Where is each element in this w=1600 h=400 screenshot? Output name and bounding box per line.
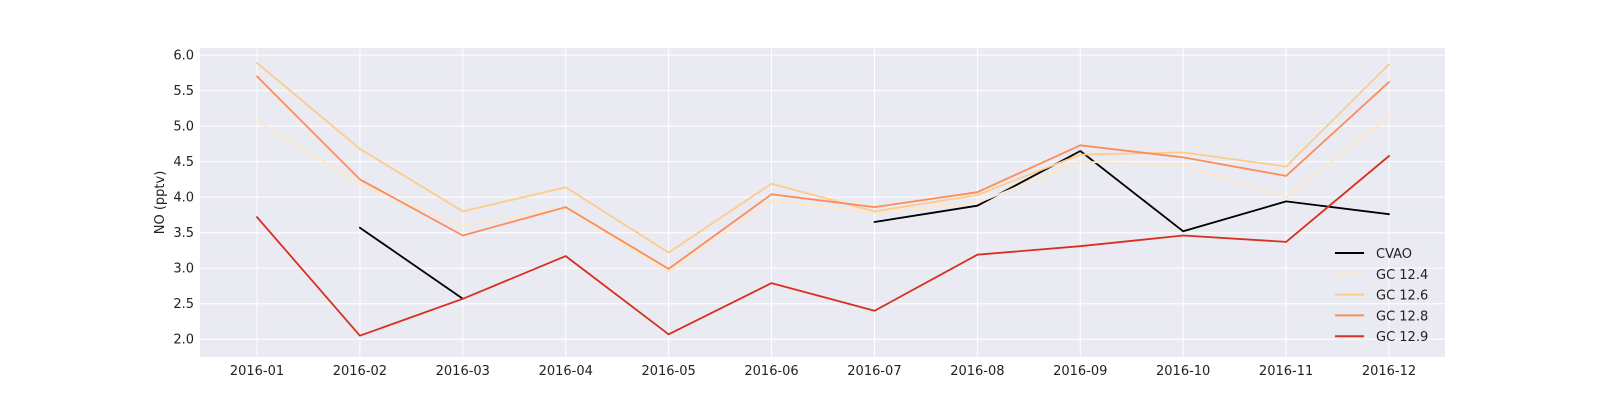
x-tick-label: 2016-07 [847, 364, 901, 379]
legend-label: CVAO [1376, 247, 1412, 262]
x-tick-label: 2016-05 [641, 364, 695, 379]
legend: CVAO GC 12.4 GC 12.6 GC 12.8 GC 12.9 [1335, 247, 1428, 345]
y-tick-label: 2.5 [173, 297, 194, 312]
series-lines [256, 62, 1390, 337]
y-axis-ticks: 2.0 2.5 3.0 3.5 4.0 4.5 5.0 5.5 6.0 [173, 49, 194, 348]
series-line-gc-12-8 [256, 75, 1390, 270]
x-tick-label: 2016-12 [1362, 364, 1416, 379]
x-tick-label: 2016-04 [539, 364, 593, 379]
x-axis-ticks: 2016-01 2016-02 2016-03 2016-04 2016-05 2016-… [230, 364, 1416, 379]
x-tick-label: 2016-01 [230, 364, 284, 379]
y-tick-label: 4.5 [173, 155, 194, 170]
plot-area [200, 48, 1445, 357]
series-line-gc-12-9 [256, 155, 1390, 337]
x-tick-label: 2016-08 [950, 364, 1004, 379]
y-tick-label: 5.0 [173, 120, 194, 135]
x-tick-label: 2016-09 [1053, 364, 1107, 379]
legend-label: GC 12.9 [1376, 330, 1428, 345]
y-tick-label: 3.5 [173, 226, 194, 241]
y-axis-label: NO (pptv) [153, 171, 168, 235]
x-tick-label: 2016-02 [333, 364, 387, 379]
y-tick-label: 4.0 [173, 191, 194, 206]
x-tick-label: 2016-11 [1259, 364, 1313, 379]
series-line-gc-12-4 [256, 115, 1390, 273]
legend-label: GC 12.6 [1376, 289, 1428, 304]
y-tick-label: 5.5 [173, 84, 194, 99]
y-tick-label: 3.0 [173, 262, 194, 277]
series-line-gc-12-6 [256, 62, 1390, 254]
series-line-cvao [358, 226, 464, 300]
x-tick-label: 2016-03 [436, 364, 490, 379]
x-tick-label: 2016-06 [744, 364, 798, 379]
legend-label: GC 12.4 [1376, 268, 1428, 283]
series-line-cvao [873, 150, 1390, 233]
y-tick-label: 6.0 [173, 49, 194, 64]
x-tick-label: 2016-10 [1156, 364, 1210, 379]
y-tick-label: 2.0 [173, 333, 194, 348]
legend-label: GC 12.8 [1376, 309, 1428, 324]
